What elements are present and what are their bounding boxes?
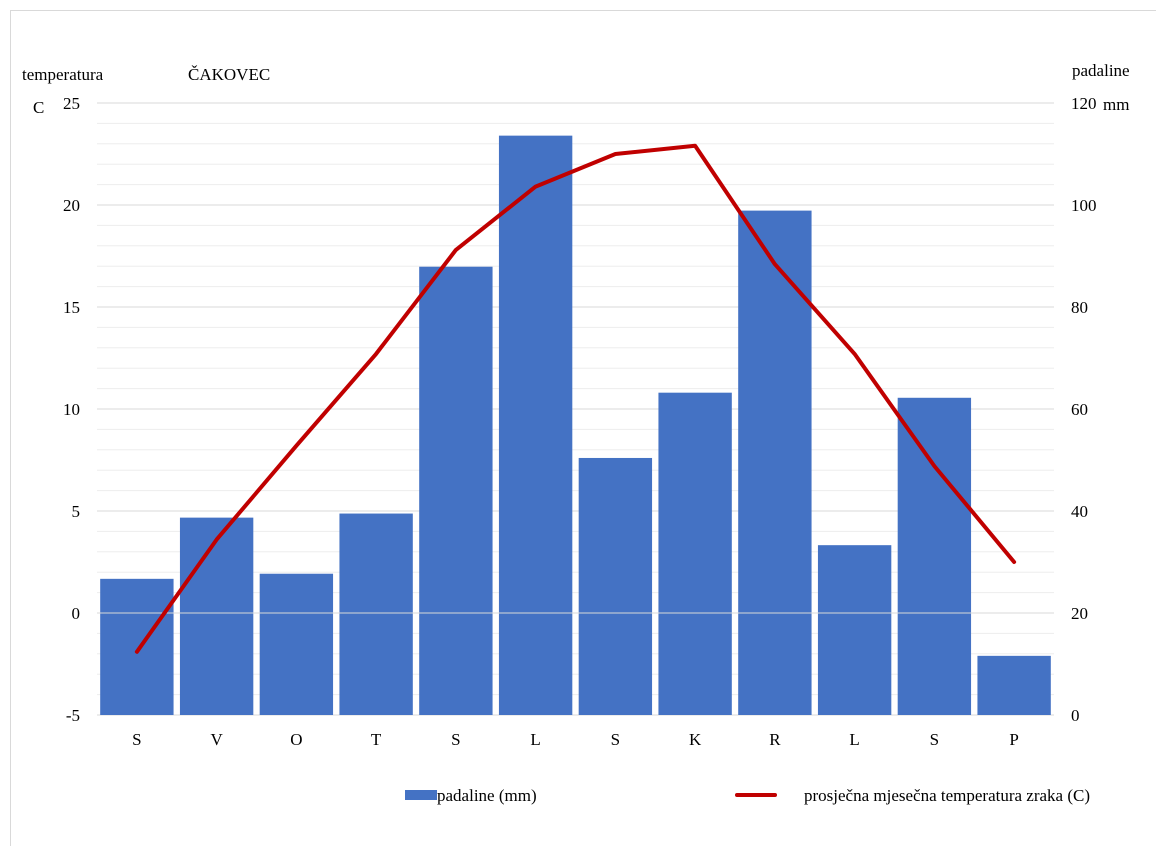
left-tick-label: 5: [72, 502, 81, 521]
right-tick-label: 20: [1071, 604, 1088, 623]
x-tick-label: O: [290, 730, 302, 749]
x-tick-label: S: [132, 730, 141, 749]
x-tick-label: K: [689, 730, 702, 749]
left-tick-label: 15: [63, 298, 80, 317]
precip-bar: [179, 517, 254, 715]
left-tick-label: -5: [66, 706, 80, 725]
x-tick-label: T: [371, 730, 382, 749]
right-axis-unit: mm: [1103, 95, 1129, 114]
right-tick-label: 0: [1071, 706, 1080, 725]
legend-bar-label: padaline (mm): [437, 786, 537, 805]
right-tick-label: 120: [1071, 94, 1097, 113]
left-tick-label: 0: [72, 604, 81, 623]
x-tick-label: S: [611, 730, 620, 749]
precip-bar: [100, 578, 174, 715]
precip-bar: [259, 573, 334, 715]
left-axis-unit: C: [33, 98, 44, 117]
x-tick-label: P: [1009, 730, 1018, 749]
x-tick-label: S: [930, 730, 939, 749]
left-tick-label: 10: [63, 400, 80, 419]
precip-bar: [738, 210, 812, 716]
chart-frame: [10, 10, 1156, 846]
x-tick-label: R: [769, 730, 781, 749]
x-tick-label: L: [849, 730, 859, 749]
right-tick-label: 60: [1071, 400, 1088, 419]
right-axis-label: padaline: [1072, 61, 1130, 80]
precip-bar: [498, 135, 573, 715]
right-tick-label: 40: [1071, 502, 1088, 521]
right-tick-label: 100: [1071, 196, 1097, 215]
precip-bar: [897, 397, 972, 715]
x-tick-label: V: [210, 730, 223, 749]
precip-bar: [578, 457, 653, 715]
precip-bar: [817, 545, 892, 715]
chart-title: ČAKOVEC: [188, 65, 270, 84]
right-tick-label: 80: [1071, 298, 1088, 317]
precip-bar: [339, 513, 413, 715]
left-tick-label: 20: [63, 196, 80, 215]
legend-line-label: prosječna mjesečna temperatura zraka (C): [804, 786, 1090, 805]
legend-bar-swatch: [405, 790, 437, 800]
bar-series: [100, 135, 1051, 716]
precip-bar: [977, 655, 1051, 715]
precip-bar: [419, 266, 493, 715]
right-axis-ticks: 0 20 40 60 80 100 120: [1071, 94, 1097, 725]
x-tick-label: S: [451, 730, 460, 749]
temperature-line: [134, 143, 1017, 654]
left-tick-label: 25: [63, 94, 80, 113]
precip-bar: [658, 392, 732, 715]
left-axis-label: temperatura: [22, 65, 104, 84]
left-axis-ticks: -5 0 5 10 15 20 25: [63, 94, 80, 725]
x-tick-label: L: [530, 730, 540, 749]
